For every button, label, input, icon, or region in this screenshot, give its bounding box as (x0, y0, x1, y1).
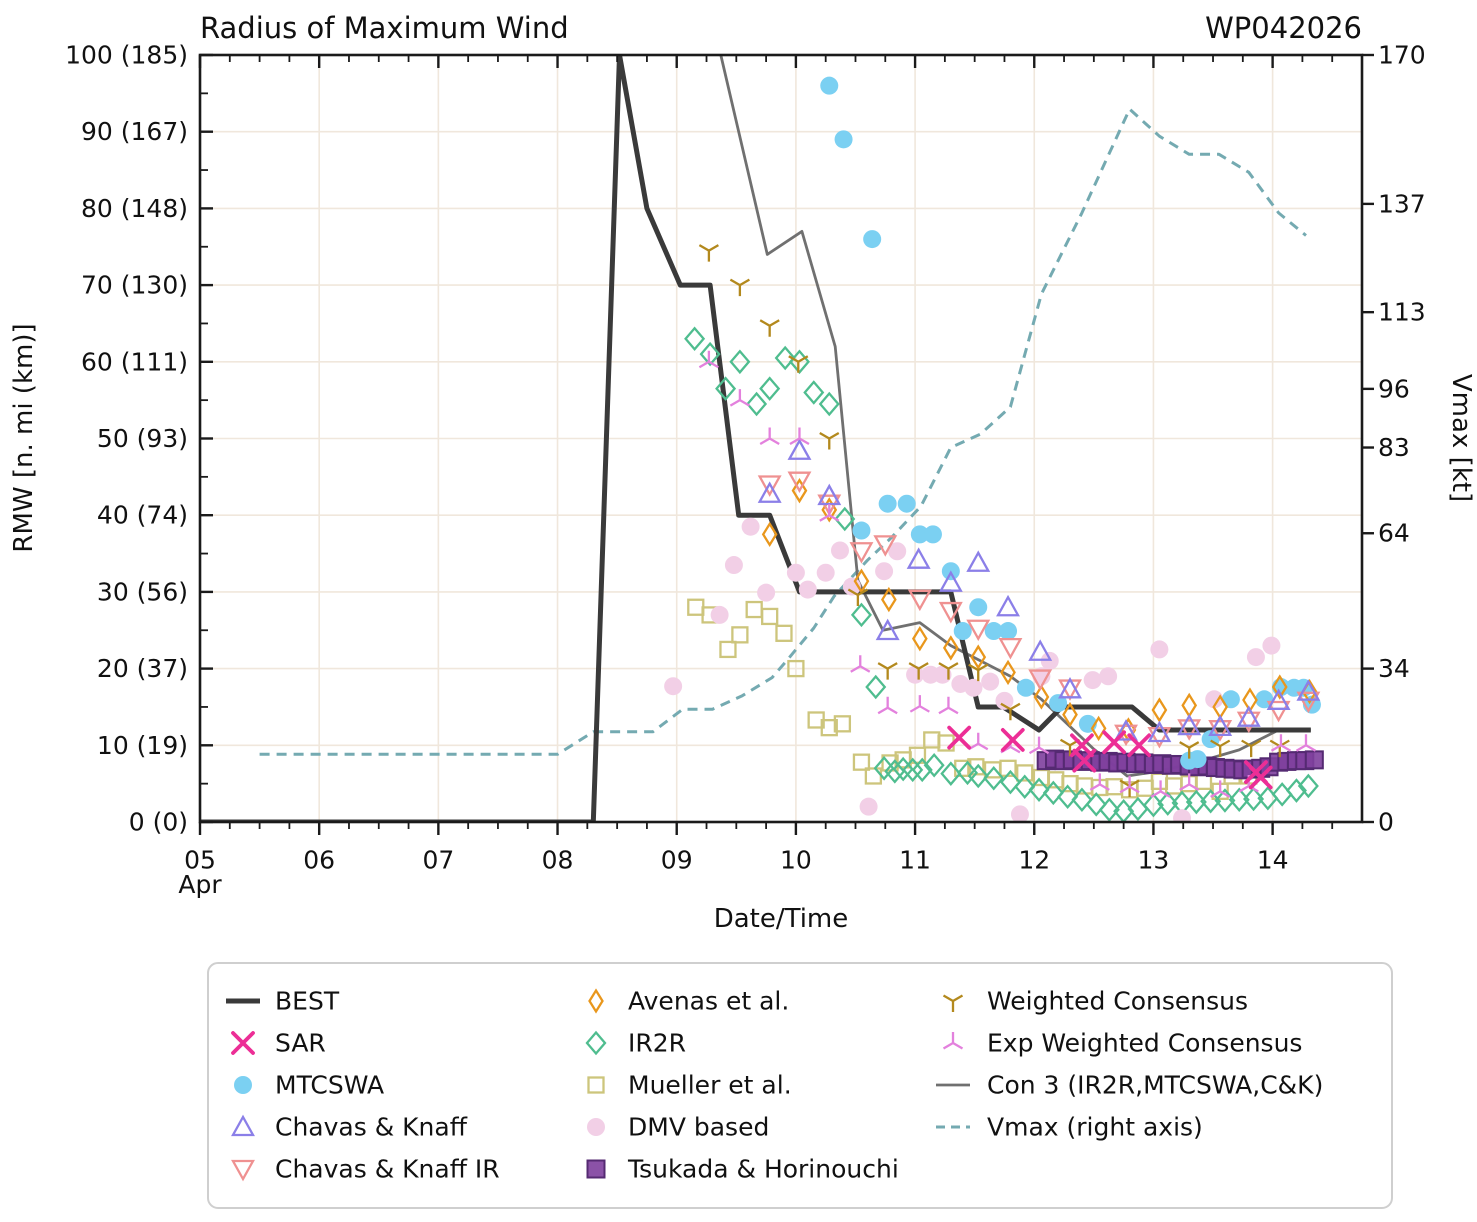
legend-label-chavas_knaff: Chavas & Knaff (275, 1113, 468, 1142)
legend-label-vmax: Vmax (right axis) (987, 1113, 1203, 1142)
legend-item-chavas_knaff: Chavas & Knaff (231, 1113, 468, 1142)
legend-label-weighted_consensus: Weighted Consensus (987, 987, 1248, 1016)
y-right-tick-label: 170 (1378, 41, 1426, 70)
y-left-tick-label: 20 (37) (97, 654, 188, 683)
legend-item-mtcswa: MTCSWA (234, 1071, 384, 1100)
legend-item-chavas_knaff_ir: Chavas & Knaff IR (231, 1155, 500, 1184)
x-tick-label: 13 (1138, 846, 1170, 875)
y-left-tick-label: 10 (19) (97, 731, 188, 760)
x-tick-label: 05 (184, 846, 216, 875)
legend-item-vmax: Vmax (right axis) (936, 1113, 1203, 1142)
legend-item-con3: Con 3 (IR2R,MTCSWA,C&K) (936, 1071, 1323, 1100)
x-month-label: Apr (178, 870, 222, 899)
y-left-tick-label: 90 (167) (81, 117, 188, 146)
chart-title: Radius of Maximum Wind (200, 11, 569, 45)
axes-layer: 05 06 07 08 09 10 11 12 13 14 0 (0) 10 (19) 20 (37) 3… (65, 41, 1426, 875)
y-left-tick-label: 40 (74) (97, 501, 188, 530)
x-tick-label: 10 (780, 846, 812, 875)
y-right-tick-label: 113 (1378, 298, 1426, 327)
storm-id: WP042026 (1205, 11, 1362, 45)
x-tick-label: 08 (542, 846, 574, 875)
series-exp_weighted_consensus (698, 350, 1317, 798)
x-tick-label: 06 (303, 846, 335, 875)
series-weighted_consensus (698, 244, 1290, 797)
y-left-tick-label: 60 (111) (81, 347, 188, 376)
legend-item-ir2r: IR2R (585, 1029, 686, 1058)
legend-item-sar: SAR (231, 1029, 326, 1058)
legend-label-avenas: Avenas et al. (628, 987, 789, 1016)
legend-item-avenas: Avenas et al. (588, 987, 789, 1016)
series-vmax (259, 107, 1307, 756)
legend-label-mueller: Mueller et al. (628, 1071, 792, 1100)
legend-label-con3: Con 3 (IR2R,MTCSWA,C&K) (987, 1071, 1323, 1100)
series-layer (200, 54, 1324, 823)
x-tick-label: 11 (899, 846, 931, 875)
grid-layer (200, 55, 1362, 822)
series-sar (947, 725, 1273, 790)
series-ir2r (684, 326, 1319, 823)
y-left-tick-label: 30 (56) (97, 577, 188, 606)
legend-item-tsukada: Tsukada & Horinouchi (586, 1155, 899, 1184)
legend-label-ir2r: IR2R (628, 1029, 686, 1058)
y-left-tick-label: 50 (93) (97, 424, 188, 453)
y-left-tick-label: 80 (148) (81, 194, 188, 223)
legend: BEST SAR MTCSWA Chavas & Knaff Chavas & Knaf… (207, 962, 1393, 1209)
legend-label-chavas_knaff_ir: Chavas & Knaff IR (275, 1155, 500, 1184)
legend-label-mtcswa: MTCSWA (275, 1071, 384, 1100)
y-left-tick-label: 100 (185) (65, 41, 188, 70)
x-axis-label: Date/Time (714, 904, 849, 934)
legend-label-sar: SAR (275, 1029, 326, 1058)
legend-item-weighted_consensus: Weighted Consensus (942, 987, 1248, 1016)
legend-item-mueller: Mueller et al. (587, 1071, 792, 1100)
legend-label-best: BEST (275, 987, 340, 1016)
series-chavas_knaff (757, 438, 1321, 743)
y-right-tick-label: 0 (1378, 808, 1394, 837)
y-left-tick-label: 70 (130) (81, 271, 188, 300)
legend-label-exp_weighted_consensus: Exp Weighted Consensus (987, 1029, 1302, 1058)
legend-label-dmv: DMV based (628, 1113, 769, 1142)
x-tick-label: 14 (1257, 846, 1289, 875)
x-tick-label: 09 (661, 846, 693, 875)
legend-item-best: BEST (226, 987, 340, 1016)
y-right-tick-label: 96 (1378, 374, 1410, 403)
y-right-tick-label: 83 (1378, 433, 1410, 462)
x-tick-label: 12 (1018, 846, 1050, 875)
legend-item-dmv: DMV based (587, 1113, 769, 1142)
y-left-axis-label: RMW [n. mi (km)] (9, 323, 39, 552)
y-right-tick-label: 34 (1378, 654, 1410, 683)
y-right-tick-label: 64 (1378, 519, 1410, 548)
y-left-tick-label: 0 (0) (129, 808, 188, 837)
legend-label-tsukada: Tsukada & Horinouchi (627, 1155, 899, 1184)
x-tick-label: 07 (422, 846, 454, 875)
legend-item-exp_weighted_consensus: Exp Weighted Consensus (942, 1029, 1302, 1058)
y-right-axis-label: Vmax [kt] (1446, 374, 1476, 502)
y-right-tick-label: 137 (1378, 189, 1426, 218)
series-mtcswa (820, 76, 1321, 770)
